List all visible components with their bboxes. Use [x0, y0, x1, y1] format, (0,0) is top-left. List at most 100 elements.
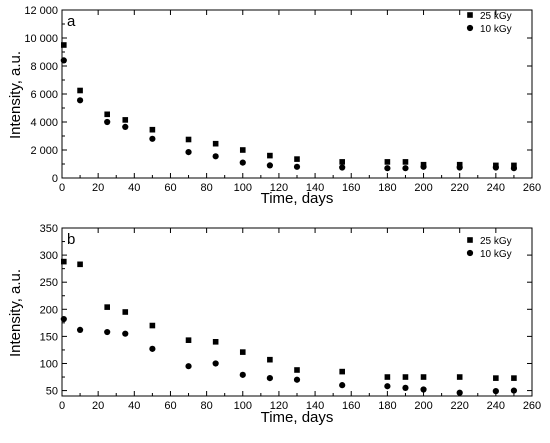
data-point-square: [402, 374, 409, 380]
chart-panel-a: 0 20 40 60 80 100 120 140 160 180 200 220 240 260 0 2 0…: [7, 5, 541, 207]
data-point-circle: [149, 345, 156, 352]
y-tick-label: 100: [40, 358, 58, 370]
data-point-circle: [122, 123, 129, 130]
x-tick-label: 220: [451, 400, 469, 412]
plot-frame: [61, 9, 533, 179]
data-point-circle: [492, 164, 499, 171]
x-tick-label: 20: [92, 182, 104, 194]
data-point-square: [185, 136, 192, 143]
data-point-square: [61, 258, 67, 265]
legend-marker-circle: [466, 24, 474, 32]
data-point-square: [420, 374, 427, 380]
data-point-square: [212, 339, 219, 345]
y-tick-label: 12 000: [24, 5, 58, 17]
y-tick-label: 250: [40, 277, 58, 289]
data-point-square: [339, 368, 345, 375]
data-point-square: [294, 367, 300, 373]
data-point-circle: [266, 375, 273, 382]
x-tick-label: 120: [270, 400, 288, 412]
x-tick-label: 20: [92, 400, 104, 412]
x-axis-title: Time, days: [261, 190, 334, 207]
data-point-circle: [76, 326, 84, 333]
data-point-circle: [212, 153, 219, 160]
x-tick-label: 120: [270, 182, 288, 194]
data-point-square: [384, 374, 391, 380]
data-point-square: [294, 156, 300, 162]
data-point-circle: [76, 97, 84, 104]
data-point-circle: [239, 159, 246, 166]
data-point-circle: [149, 135, 156, 142]
data-point-square: [77, 261, 83, 268]
chart-panel-b: 0 20 40 60 80 100 120 140 160 180 200 220 240 260 50 10…: [7, 223, 541, 426]
y-tick-label: 2 000: [30, 145, 58, 157]
data-point-square: [267, 152, 273, 159]
series-square: [61, 42, 517, 169]
data-point-circle: [420, 163, 427, 170]
data-point-circle: [402, 165, 409, 172]
data-point-circle: [185, 363, 192, 370]
data-point-square: [384, 159, 391, 165]
series-circle: [60, 57, 518, 172]
y-tick-label: 200: [40, 304, 58, 316]
x-tick-label: 160: [342, 182, 360, 194]
panel-label: b: [67, 231, 75, 248]
y-tick-label: 10 000: [24, 33, 58, 45]
x-tick-label: 40: [128, 400, 140, 412]
data-point-circle: [456, 389, 463, 396]
data-point-circle: [420, 386, 427, 393]
data-point-square: [239, 147, 246, 153]
data-point-circle: [384, 383, 391, 390]
data-point-circle: [122, 330, 129, 337]
data-point-circle: [510, 165, 518, 172]
y-tick-label: 0: [52, 173, 58, 185]
legend-marker-square: [467, 237, 473, 243]
x-tick-label: 260: [523, 400, 541, 412]
x-tick-label: 140: [306, 400, 324, 412]
data-point-circle: [492, 388, 499, 395]
data-point-square: [456, 374, 463, 380]
x-tick-label: 180: [378, 400, 396, 412]
y-axis-title: Intensity, a.u.: [7, 269, 24, 357]
data-point-circle: [104, 118, 111, 126]
data-point-square: [239, 349, 246, 355]
panel-label: a: [67, 13, 76, 30]
data-point-circle: [510, 387, 518, 394]
y-tick-label: 50: [46, 386, 58, 398]
y-tick-label: 6 000: [30, 89, 58, 101]
data-point-square: [212, 140, 219, 147]
data-point-square: [185, 337, 192, 343]
legend-label: 25 kGy: [480, 11, 512, 22]
x-tick-label: 60: [164, 182, 176, 194]
data-point-circle: [60, 315, 67, 323]
x-tick-label: 40: [128, 182, 140, 194]
data-point-square: [493, 375, 499, 381]
x-tick-label: 220: [451, 182, 469, 194]
legend: 25 kGy 10 kGy: [466, 236, 512, 260]
y-tick-label: 300: [40, 250, 58, 262]
x-tick-label: 240: [487, 182, 505, 194]
legend-marker-square: [467, 12, 473, 18]
x-tick-label: 60: [164, 400, 176, 412]
y-tick-label: 350: [40, 223, 58, 235]
series-square: [61, 258, 517, 381]
x-axis-title: Time, days: [261, 409, 334, 426]
data-point-circle: [384, 165, 391, 172]
data-point-circle: [185, 149, 192, 156]
legend-label: 25 kGy: [480, 236, 512, 247]
x-tick-label: 140: [306, 182, 324, 194]
x-tick-label: 160: [342, 400, 360, 412]
data-point-square: [511, 375, 517, 381]
x-tick-label: 200: [414, 400, 432, 412]
data-point-circle: [293, 376, 301, 383]
series-circle: [60, 315, 518, 396]
legend-label: 10 kGy: [480, 249, 512, 260]
data-point-square: [149, 126, 156, 133]
data-point-square: [267, 356, 273, 363]
x-tick-label: 80: [200, 400, 212, 412]
data-point-square: [61, 42, 67, 48]
x-tick-label: 240: [487, 400, 505, 412]
x-tick-label: 180: [378, 182, 396, 194]
data-point-square: [104, 304, 110, 310]
data-point-circle: [339, 382, 346, 389]
